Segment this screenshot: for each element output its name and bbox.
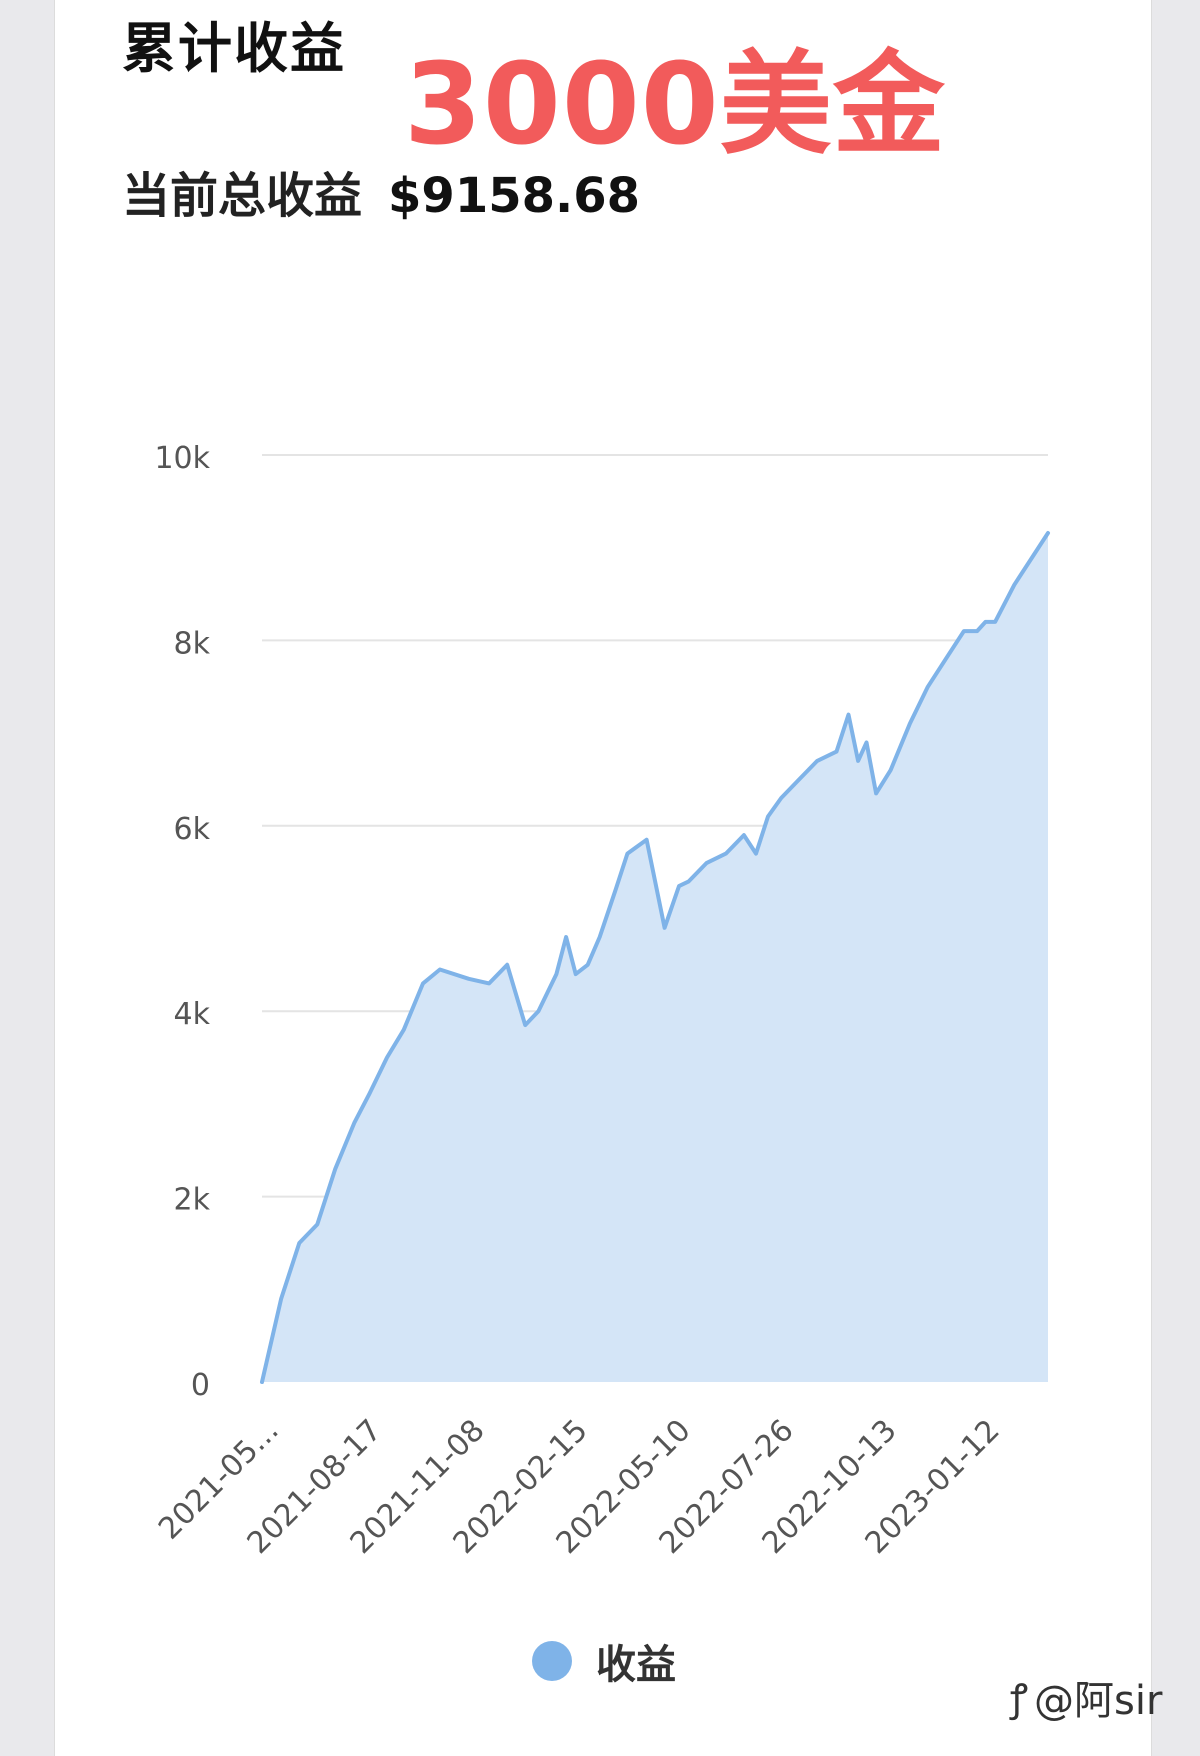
y-tick-label: 8k bbox=[174, 626, 211, 661]
watermark: ꝭ @阿sir bbox=[1010, 1668, 1162, 1726]
area-series bbox=[260, 531, 1050, 1384]
y-axis-tick-labels: 0 2k 4k 6k 8k 10k bbox=[154, 441, 210, 1403]
y-tick-label: 6k bbox=[174, 812, 211, 847]
page-title: 累计收益 bbox=[122, 17, 346, 80]
area-fill bbox=[262, 533, 1048, 1382]
total-earnings-row: 当前总收益 $9158.68 bbox=[122, 156, 640, 226]
zhihu-icon: ꝭ bbox=[1010, 1676, 1029, 1720]
y-tick-label: 4k bbox=[174, 997, 211, 1032]
total-earnings-label: 当前总收益 bbox=[122, 168, 363, 224]
legend-marker bbox=[532, 1641, 572, 1681]
overlay-banner-text: 3000美金 bbox=[404, 40, 946, 170]
y-tick-label: 0 bbox=[191, 1368, 210, 1403]
chart-legend[interactable]: 收益 bbox=[532, 1632, 676, 1690]
total-earnings-value: $9158.68 bbox=[388, 168, 641, 224]
series-line bbox=[260, 531, 1050, 1384]
y-tick-label: 10k bbox=[154, 441, 210, 476]
watermark-text: @阿sir bbox=[1034, 1678, 1163, 1724]
x-axis-tick-labels: 2021-05...2021-08-172021-11-082022-02-15… bbox=[152, 1413, 1007, 1561]
legend-label: 收益 bbox=[596, 1642, 676, 1688]
y-tick-label: 2k bbox=[174, 1183, 211, 1218]
